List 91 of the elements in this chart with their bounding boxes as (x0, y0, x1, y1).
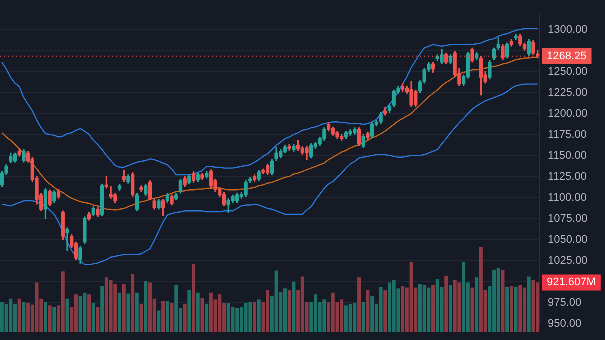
bar (226, 303, 230, 332)
bar (92, 303, 96, 332)
bar (370, 296, 374, 332)
bar (22, 302, 26, 332)
bar (183, 304, 187, 332)
bar (274, 270, 278, 332)
bar (288, 290, 292, 332)
bar (501, 270, 505, 332)
bar (432, 285, 436, 332)
bar (122, 284, 126, 332)
bar (527, 276, 531, 332)
bar (506, 286, 510, 332)
bar (392, 280, 396, 332)
bar (188, 290, 192, 332)
bar (192, 264, 196, 332)
bar (144, 281, 148, 332)
y-tick-label: 1050.00 (548, 234, 588, 246)
bar (48, 306, 52, 332)
bar (126, 294, 130, 332)
bar (162, 301, 166, 332)
bar (518, 285, 522, 332)
bar (88, 294, 92, 332)
bar (35, 282, 39, 332)
bar (462, 262, 466, 332)
bar (448, 285, 452, 332)
bar (26, 303, 30, 332)
bar (196, 292, 200, 332)
bar (44, 302, 48, 332)
bar (96, 307, 100, 332)
bar (322, 300, 326, 332)
text: 921.607M (547, 276, 596, 289)
bar (83, 292, 87, 332)
y-tick-label: 1150.00 (548, 150, 587, 162)
bar (379, 286, 383, 332)
bar (422, 285, 426, 332)
y-tick-label: 1075.00 (548, 212, 588, 225)
bar (166, 301, 170, 332)
bar (458, 282, 462, 332)
bar (362, 302, 366, 332)
bar (410, 262, 414, 332)
y-tick-label: 1175.00 (548, 128, 587, 141)
bar (401, 286, 405, 332)
y-tick-label: 1200.00 (548, 108, 588, 120)
bar (532, 280, 536, 332)
bar (453, 280, 457, 332)
bar (427, 288, 431, 332)
bar (348, 304, 352, 332)
bar (248, 302, 252, 332)
y-tick-label: 1225.00 (548, 86, 588, 99)
bar (205, 304, 209, 332)
bar (475, 278, 479, 332)
bar (135, 292, 139, 332)
y-tick-label: 1025.00 (548, 254, 588, 267)
bar (331, 292, 335, 332)
bar (140, 304, 144, 332)
bar (100, 286, 104, 332)
bar (257, 300, 261, 332)
bar (118, 292, 122, 332)
bar (384, 290, 388, 332)
bar (218, 294, 222, 332)
y-tick-label: 1125.00 (548, 170, 587, 183)
bar (253, 302, 256, 332)
y-tick-label: 1250.00 (548, 66, 588, 78)
bar (109, 280, 113, 332)
bar (366, 290, 370, 332)
bar (510, 286, 514, 332)
bar (514, 286, 518, 332)
bar (340, 300, 344, 332)
y-tick-label: 1100.00 (548, 192, 587, 204)
bar (131, 274, 135, 332)
bar (244, 303, 248, 332)
ref-line-label: 1268.25 (547, 50, 587, 62)
bar (292, 282, 296, 332)
bar (52, 307, 56, 332)
y-tick-label: 1300.00 (548, 24, 588, 36)
bar (114, 284, 118, 332)
bar (496, 268, 500, 332)
bar (9, 298, 13, 332)
y-tick-label: 950.00 (548, 318, 582, 330)
bar (170, 303, 174, 332)
bar (353, 303, 357, 332)
bar (358, 278, 362, 332)
bar (444, 276, 448, 332)
bar (157, 310, 161, 332)
bar (74, 294, 78, 332)
bar (231, 307, 235, 332)
y-tick-label: 975.00 (548, 296, 582, 309)
bar (174, 285, 178, 332)
bar (78, 296, 82, 332)
bar (18, 298, 22, 332)
bar (61, 272, 65, 332)
